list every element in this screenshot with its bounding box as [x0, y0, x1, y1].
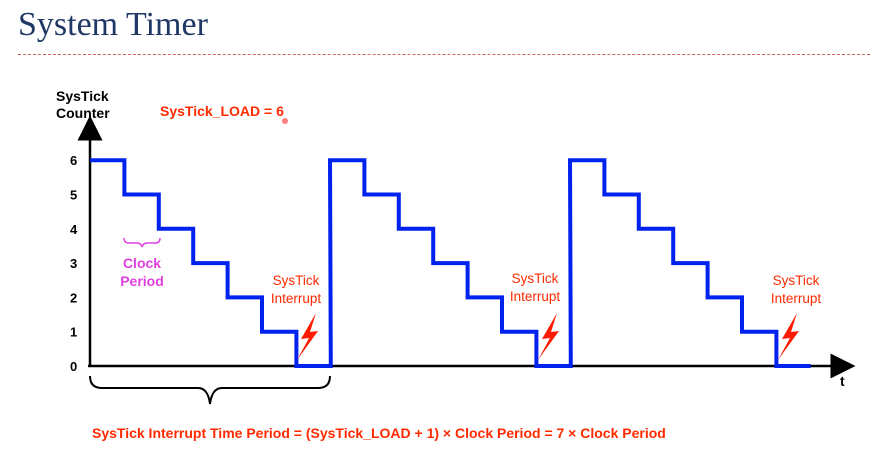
y-axis-label-line1: SysTick: [56, 88, 109, 104]
y-tick-label: 1: [70, 325, 77, 340]
slide-title: System Timer: [18, 6, 208, 43]
y-tick-label: 4: [70, 222, 78, 237]
y-tick-label: 2: [70, 290, 77, 305]
clock-period-label-line1: Clock: [123, 255, 161, 271]
y-tick-labels: 0 1 2 3 4 5 6: [70, 153, 78, 374]
systick-load-label: SysTick_LOAD = 6: [160, 103, 284, 119]
title-divider: [18, 54, 870, 55]
y-axis-label-line2: Counter: [56, 105, 110, 121]
y-tick-label: 0: [70, 359, 77, 374]
interrupt-label-1-line1: SysTick: [273, 273, 320, 288]
x-axis-label: t: [840, 373, 845, 389]
y-tick-label: 5: [70, 188, 77, 203]
y-tick-label: 6: [70, 153, 77, 168]
period-formula: SysTick Interrupt Time Period = (SysTick…: [92, 425, 666, 441]
interrupt-label-2-line1: SysTick: [512, 271, 559, 286]
interrupt-label-2-line2: Interrupt: [510, 289, 561, 304]
clock-period-brace: [123, 237, 161, 248]
y-tick-label: 3: [70, 256, 77, 271]
interrupt-label-1-line2: Interrupt: [271, 291, 322, 306]
cursor-dot: [282, 118, 288, 124]
counter-waveform: [90, 158, 811, 368]
lightning-bolt-icon: [538, 313, 559, 360]
interrupt-label-3-line2: Interrupt: [771, 291, 822, 306]
interrupt-label-3-line1: SysTick: [773, 273, 820, 288]
lightning-bolt-icon: [778, 313, 799, 360]
period-bracket: [89, 375, 331, 405]
lightning-bolt-icon: [297, 313, 318, 360]
clock-period-label-line2: Period: [120, 273, 164, 289]
